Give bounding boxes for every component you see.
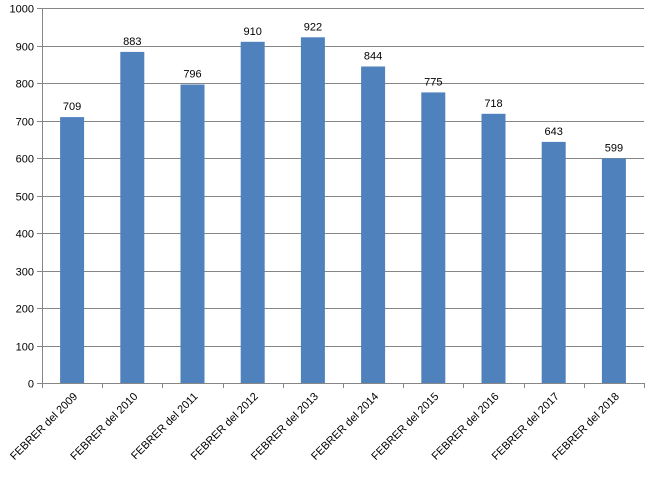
y-tick-label: 300: [16, 267, 34, 279]
data-label: 796: [183, 69, 201, 81]
bar: [361, 66, 386, 383]
data-labels: 709 883 796 910 922 844 775 718 643 599: [63, 21, 623, 154]
y-tick-labels: 0 100 200 300 400 500 600 700 800 900 1000: [10, 4, 34, 391]
bar: [481, 113, 506, 384]
bar: [120, 51, 145, 384]
y-tick-label: 500: [16, 192, 34, 204]
bar: [240, 41, 265, 384]
y-tick-label: 100: [16, 342, 34, 354]
bars: [60, 37, 626, 384]
data-label: 599: [605, 142, 623, 154]
bar: [300, 37, 325, 384]
y-tick-label: 200: [16, 304, 34, 316]
bar: [541, 141, 566, 383]
data-label: 844: [364, 51, 382, 63]
y-tick-label: 0: [28, 379, 34, 391]
y-tick-label: 1000: [10, 4, 34, 16]
bar: [601, 158, 626, 383]
bar: [421, 92, 446, 384]
y-tick-label: 400: [16, 229, 34, 241]
y-tick-label: 800: [16, 79, 34, 91]
data-label: 718: [484, 98, 502, 110]
x-tick-label: FEBRER del 2011: [129, 391, 200, 462]
axes: [37, 8, 645, 388]
data-label: 883: [123, 36, 141, 48]
data-label: 643: [545, 126, 563, 138]
y-tick-label: 700: [16, 117, 34, 129]
data-label: 775: [424, 76, 442, 88]
y-tick-label: 600: [16, 154, 34, 166]
bar: [180, 84, 205, 383]
y-tick-label: 900: [16, 42, 34, 54]
data-label: 922: [304, 21, 322, 33]
data-label: 709: [63, 101, 81, 113]
x-tick-label: FEBRER del 2018: [550, 391, 622, 463]
data-label: 910: [244, 26, 262, 38]
bar: [60, 117, 85, 383]
